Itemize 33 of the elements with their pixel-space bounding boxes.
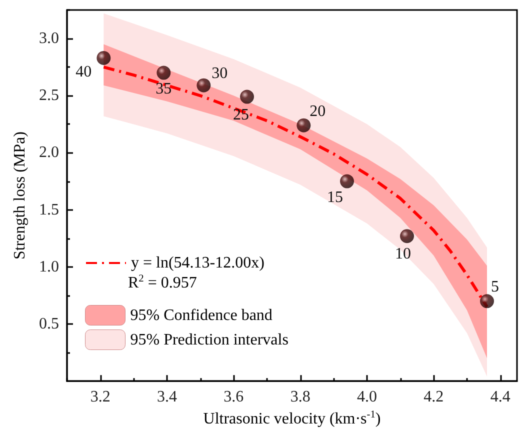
legend-label: y = ln(54.13-12.00x) [131,254,264,272]
x-tick-label: 4.0 [357,388,377,406]
x-tick-label: 3.6 [224,388,244,406]
x-tick-label: 3.2 [90,388,110,406]
annotation: 30 [212,64,228,82]
point [96,50,111,65]
annotation: 20 [310,102,326,120]
annotation: 40 [76,63,92,80]
annotation: 5 [491,278,499,296]
x-tick-label: 4.4 [490,388,510,406]
y-tick-label: 2.0 [39,144,59,162]
point [296,118,311,132]
point [196,78,211,92]
y-tick-label: 3.0 [39,30,59,48]
annotation: 25 [233,106,249,124]
x-tick-label: 4.2 [424,388,444,406]
legend-label: 95% Prediction intervals [130,331,288,348]
y-tick-label: 0.5 [39,316,59,333]
point [240,90,254,104]
y-axis-title: Strength loss (MPa) [12,132,29,260]
legend-label: 95% Confidence band [130,306,272,324]
y-tick-label: 2.5 [39,87,59,104]
annotation: 15 [327,188,343,206]
point [400,229,414,244]
y-tick-label: 1.0 [39,258,59,276]
annotation: 10 [395,246,411,263]
x-tick-label: 3.4 [157,388,177,406]
point [340,174,354,188]
point [156,66,171,80]
point [480,294,494,308]
y-tick-label: 1.5 [39,201,59,218]
annotation: 35 [156,80,172,98]
x-tick-label: 3.8 [290,388,310,406]
